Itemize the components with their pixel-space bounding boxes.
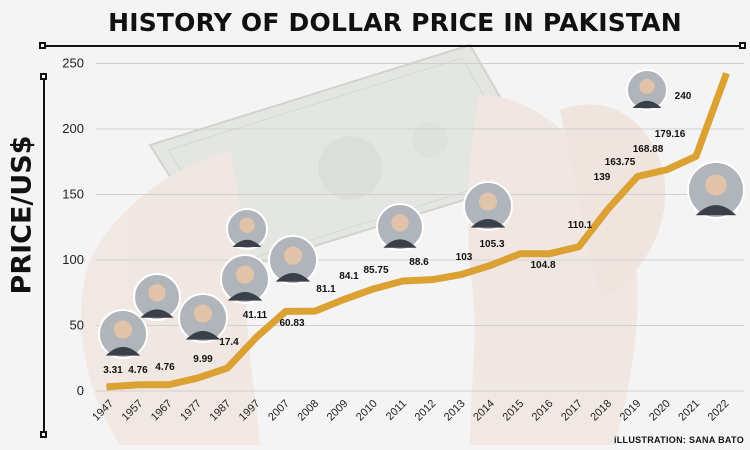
y-tick-label: 100 (62, 252, 84, 267)
portrait-face (239, 217, 255, 233)
portrait-face (705, 174, 727, 196)
x-tick-label: 2010 (354, 398, 380, 424)
data-label: 4.76 (155, 362, 175, 373)
x-tick-label: 2019 (618, 398, 644, 424)
portrait-shoulders (185, 330, 221, 340)
portrait-shoulders (105, 346, 141, 356)
x-tick-label: 2017 (559, 398, 585, 424)
portrait-shoulders (383, 239, 417, 248)
portrait-face (235, 265, 255, 284)
y-tick-label: 150 (62, 187, 84, 202)
x-tick-label: 2021 (676, 398, 702, 424)
data-label: 240 (675, 91, 692, 102)
x-tick-label: 1957 (120, 398, 146, 424)
y-tick-label: 50 (70, 318, 84, 333)
x-tick-label: 1987 (208, 398, 234, 424)
data-label: 105.3 (479, 239, 504, 250)
data-label: 88.6 (409, 257, 429, 268)
portrait-face (391, 214, 409, 232)
portrait-face (113, 320, 133, 339)
portrait-shoulders (632, 100, 662, 108)
rule-end-left (39, 42, 46, 49)
portrait-shoulders (227, 291, 263, 301)
y-tick-label: 250 (62, 56, 84, 71)
data-label: 81.1 (316, 284, 336, 295)
portrait-face (193, 304, 213, 323)
data-label: 60.83 (279, 318, 304, 329)
portrait-face (283, 246, 303, 265)
data-label: 3.31 (103, 365, 123, 376)
illustration-credit: iLLUSTRATION: SANA BATO (613, 435, 744, 445)
x-tick-label: 2022 (706, 398, 732, 424)
rule-end-bottom (40, 431, 47, 438)
data-label: 84.1 (339, 271, 359, 282)
data-label: 179.16 (655, 129, 686, 140)
data-label: 9.99 (193, 354, 213, 365)
portrait-shoulders (275, 272, 311, 282)
x-tick-label: 2020 (647, 398, 673, 424)
data-label: 85.75 (363, 265, 388, 276)
x-tick-label: 2016 (530, 398, 556, 424)
x-tick-label: 2015 (501, 398, 527, 424)
x-tick-label: 2013 (442, 398, 468, 424)
title-underline (42, 45, 742, 47)
x-tick-label: 2009 (325, 398, 351, 424)
x-tick-label: 1997 (237, 398, 263, 424)
x-tick-label: 1977 (178, 398, 204, 424)
y-tick-label: 200 (62, 121, 84, 136)
portrait-shoulders (232, 239, 262, 247)
rule-end-top (40, 73, 47, 80)
portrait-face (639, 78, 655, 94)
portrait-face (478, 192, 498, 211)
x-tick-label: 1967 (149, 398, 175, 424)
data-label: 104.8 (530, 260, 555, 271)
data-label: 4.76 (128, 365, 148, 376)
portrait-shoulders (470, 218, 506, 228)
x-tick-label: 2008 (295, 398, 321, 424)
x-tick-label: 1947 (90, 398, 116, 424)
series-line (106, 72, 730, 391)
chart-title: HISTORY OF DOLLAR PRICE IN PAKISTAN (108, 8, 682, 37)
y-tick-label: 0 (77, 383, 84, 398)
data-label: 163.75 (605, 157, 636, 168)
data-label: 168.88 (633, 144, 664, 155)
x-tick-label: 2014 (471, 398, 497, 424)
data-label: 41.11 (243, 310, 268, 321)
ylabel-rule (43, 78, 45, 433)
portrait-shoulders (140, 309, 174, 318)
x-tick-label: 2011 (384, 398, 409, 423)
rule-end-right (739, 42, 746, 49)
x-tick-label: 2007 (266, 398, 292, 424)
data-label: 17.4 (219, 337, 239, 348)
x-tick-label: 2018 (588, 398, 614, 424)
portrait-face (148, 284, 166, 302)
data-label: 110.1 (568, 220, 593, 231)
portrait-shoulders (695, 205, 737, 216)
data-label: 103 (456, 252, 473, 263)
x-tick-label: 2012 (413, 398, 439, 424)
data-label: 139 (594, 172, 611, 183)
